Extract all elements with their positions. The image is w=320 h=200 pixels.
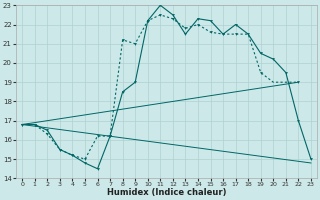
X-axis label: Humidex (Indice chaleur): Humidex (Indice chaleur) [107,188,226,197]
